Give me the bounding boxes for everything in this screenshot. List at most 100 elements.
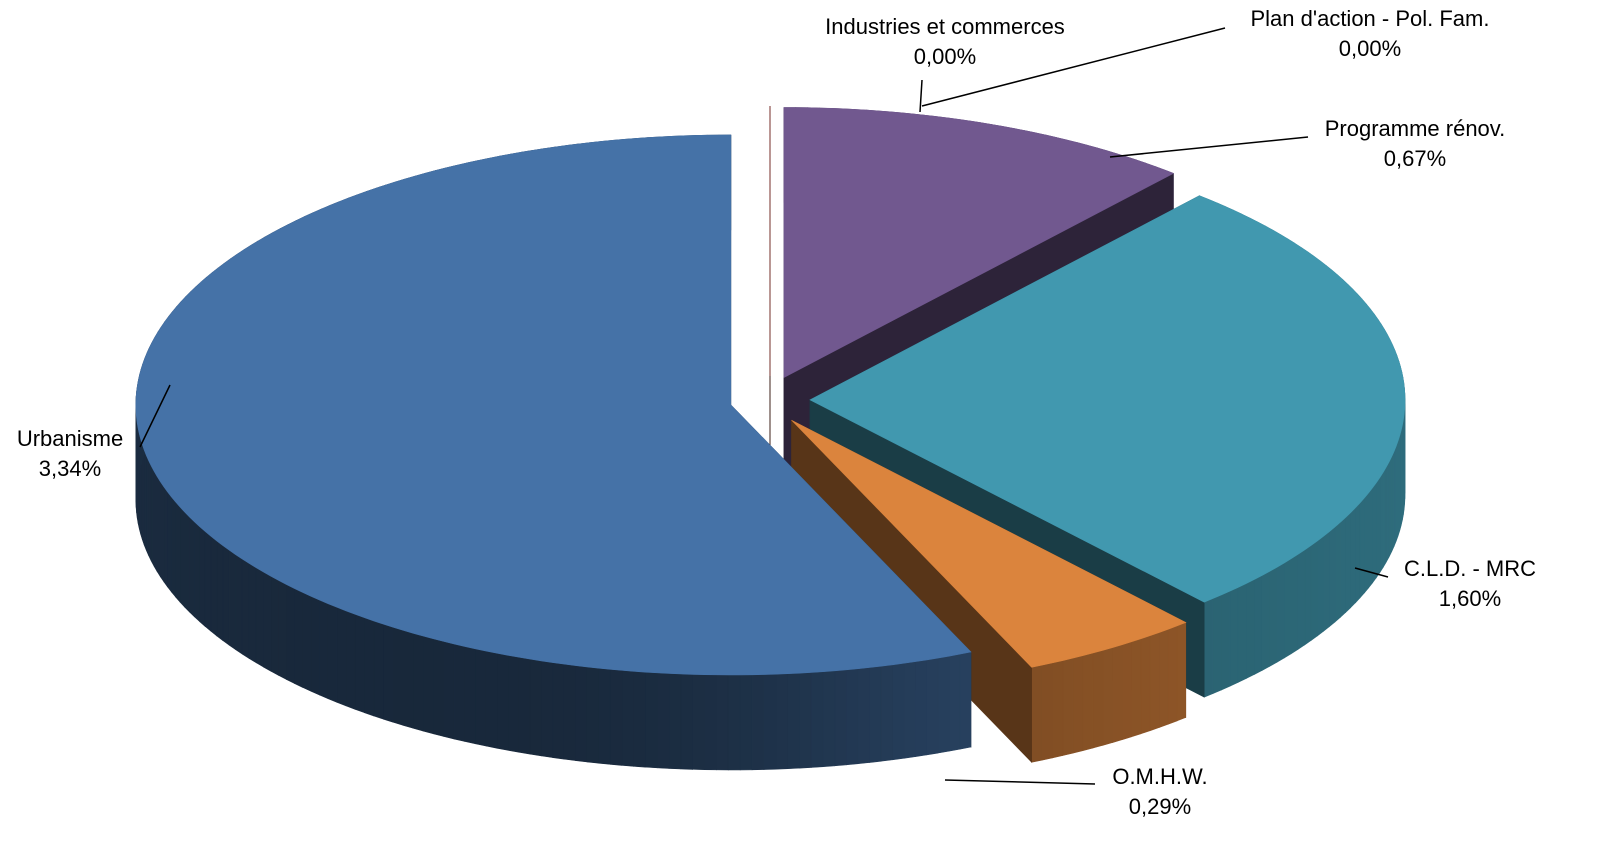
slice-side [496,652,509,751]
slice-side [959,651,972,750]
slice-side [199,525,206,628]
slice-side [1345,511,1351,614]
slice-side [763,673,777,770]
slice-side [880,664,893,762]
slice-side [552,662,565,760]
slice-side [1121,641,1132,741]
slice-side [1072,655,1084,754]
slice-side [1131,638,1142,738]
slice-side [194,521,200,623]
slice-side [336,606,347,707]
slice-side [1379,471,1384,574]
slice-side [668,673,682,770]
slice-side [1149,632,1160,732]
leader-line [1109,136,1309,158]
slice-side [204,530,212,632]
leader-line [919,79,923,113]
slice-side [210,535,218,637]
slice-side [373,620,384,720]
slice-side [1372,481,1377,584]
value-label: 0,00% [914,44,976,69]
slice-side [937,655,950,754]
slice-side [184,511,190,613]
slice-side [148,460,152,562]
slice-side [475,648,487,747]
slice-side [1385,461,1390,563]
slice-side [892,662,905,761]
slice-side [1391,451,1395,552]
slice-side [1297,549,1306,650]
slice-side [1041,662,1053,761]
slice-side [609,669,623,766]
slice-side [286,583,295,684]
slice-side [1102,647,1113,746]
slice-side [392,626,404,726]
slice-side [846,668,859,766]
slice-side [1393,446,1397,547]
slice-side [645,671,658,769]
slice-side [775,673,788,770]
slice-side [1167,625,1178,725]
slice-side [1229,586,1239,687]
slice-side [1276,562,1285,663]
slice-side [216,540,224,642]
slice-side [1159,628,1169,728]
slice-side [834,669,847,767]
slice-side [464,646,476,745]
slice-side [189,516,195,618]
slice-side [453,643,465,742]
slice-side [422,635,434,735]
leader-line [921,27,1226,107]
slice-top [135,134,972,676]
slice-side [294,587,303,688]
slice-side [704,674,717,771]
slice-side [799,672,812,769]
slice-side [621,670,634,767]
slice-side [153,470,158,573]
slice-side [248,562,257,664]
slice-side [1359,496,1365,599]
slice-side [680,673,693,770]
value-label: 0,00% [1339,36,1401,61]
slice-side [1382,466,1387,569]
slice-side [175,501,181,603]
slice-side [402,629,414,729]
slice-side [1092,649,1104,749]
leader-line [1354,567,1389,578]
leader-line [139,384,171,448]
value-label: 0,67% [1384,146,1446,171]
value-label: 1,60% [1439,586,1501,611]
slice-side [146,455,149,556]
slice-label: Programme rénov. [1325,116,1506,141]
slice-side [179,506,185,608]
slice-side [518,656,531,755]
slice-label: Plan d'action - Pol. Fam. [1251,6,1490,31]
slice-side [255,567,264,668]
slice-side [633,670,646,768]
slice-side [1334,521,1341,623]
slice-side [354,613,365,714]
slice-side [364,617,375,717]
slice-side [1261,570,1270,671]
slice [809,195,1406,698]
slice-side [1388,456,1392,558]
slice-side [1140,635,1151,735]
slice-label: Urbanisme [17,426,123,451]
slice-side [163,485,168,588]
slice-side [1062,657,1074,756]
slice-side [926,657,939,756]
slice-side [443,641,455,740]
slice-side [143,449,147,551]
slice-side [1310,540,1318,641]
slice-side [1246,578,1255,679]
slice-label: O.M.H.W. [1112,764,1207,789]
slice-side [1203,598,1214,698]
slice-side [1350,506,1356,609]
slice-side [529,658,542,757]
value-label: 0,29% [1129,794,1191,819]
slice-side [541,660,554,758]
slice-side [598,667,611,765]
slice-side [787,672,800,770]
slice-side [1364,491,1369,594]
